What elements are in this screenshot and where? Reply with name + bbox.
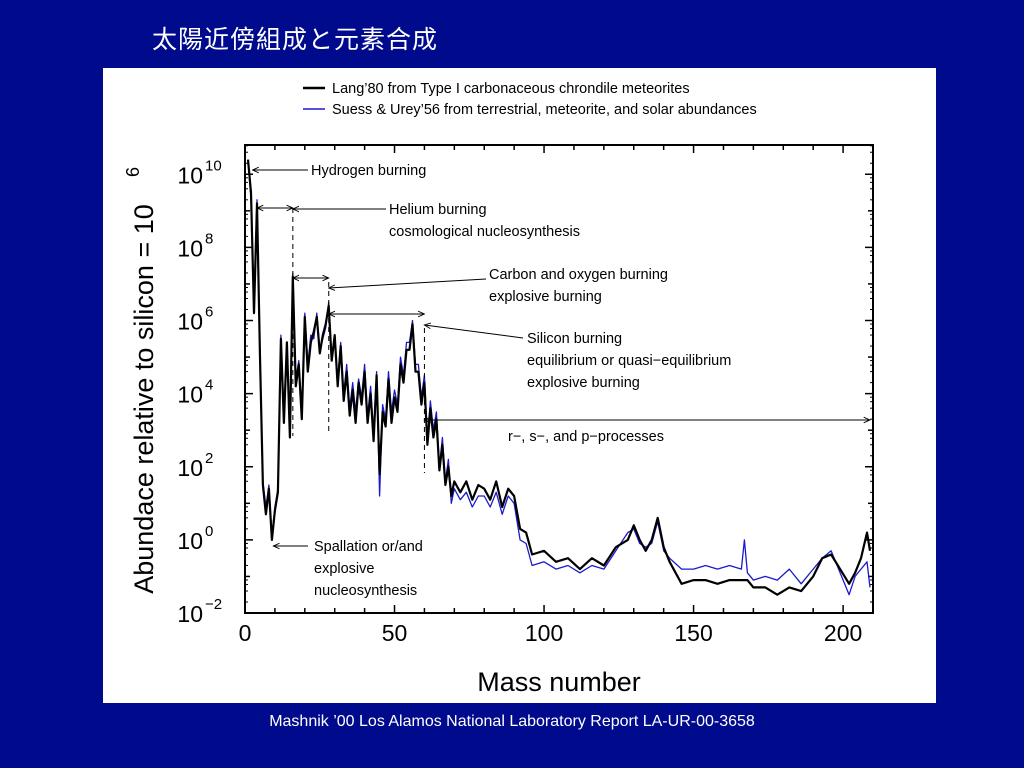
x-axis-label: Mass number xyxy=(477,667,641,697)
annotation-text: nucleosynthesis xyxy=(314,583,417,599)
carbon-pointer-arrow xyxy=(329,278,487,288)
plot-frame xyxy=(244,144,874,614)
x-tick-label: 200 xyxy=(824,620,862,646)
x-tick-label: 150 xyxy=(674,620,712,646)
y-tick-label-exponent: 6 xyxy=(205,304,213,321)
y-tick-label: 10 xyxy=(177,235,203,261)
annotation-text: Carbon and oxygen burning xyxy=(489,267,668,283)
annotation-text: explosive burning xyxy=(489,289,602,305)
citation: Mashnik ’00 Los Alamos National Laborato… xyxy=(269,713,755,730)
y-tick-label-exponent: 2 xyxy=(205,450,213,467)
chart-figure: Lang’80 from Type I carbonaceous chrondi… xyxy=(103,68,936,703)
annotation-text: Spallation or/and xyxy=(314,539,423,555)
x-tick-label: 50 xyxy=(382,620,408,646)
y-tick-label-exponent: 8 xyxy=(205,230,213,247)
legend: Lang’80 from Type I carbonaceous chrondi… xyxy=(303,81,757,118)
annotation-text: Hydrogen burning xyxy=(311,163,426,179)
y-tick-label: 10 xyxy=(177,455,203,481)
y-tick-label-exponent: −2 xyxy=(205,596,222,613)
y-tick-label: 10 xyxy=(177,309,203,335)
annotation-text: cosmological nucleosynthesis xyxy=(389,224,580,240)
y-axis-label-exponent: 6 xyxy=(123,167,143,177)
annotation-text: equilibrium or quasi−equilibrium xyxy=(527,353,731,369)
y-tick-label-exponent: 10 xyxy=(205,157,222,174)
annotation-text: Silicon burning xyxy=(527,331,622,347)
y-tick-label: 10 xyxy=(177,382,203,408)
y-axis-label-group: Abundace relative to silicon = 10 6 xyxy=(123,167,159,594)
y-tick-label-exponent: 4 xyxy=(205,377,213,394)
legend-entry: Lang’80 from Type I carbonaceous chrondi… xyxy=(332,81,690,97)
y-tick-label-exponent: 0 xyxy=(205,523,213,540)
y-tick-label: 10 xyxy=(177,162,203,188)
slide-title: 太陽近傍組成と元素合成 xyxy=(152,25,439,54)
annotation-text: explosive burning xyxy=(527,375,640,391)
x-tick-label: 100 xyxy=(525,620,563,646)
annotation-text: r−, s−, and p−processes xyxy=(508,429,664,445)
y-tick-label: 10 xyxy=(177,601,203,627)
legend-entry: Suess & Urey’56 from terrestrial, meteor… xyxy=(332,102,757,118)
annotation-text: explosive xyxy=(314,561,374,577)
silicon-pointer-arrow xyxy=(424,325,524,339)
annotation-text: Helium burning xyxy=(389,202,487,218)
y-tick-label: 10 xyxy=(177,528,203,554)
x-tick-label: 0 xyxy=(239,620,252,646)
y-axis-label: Abundace relative to silicon = 10 xyxy=(129,204,159,594)
abundance-chart: Lang’80 from Type I carbonaceous chrondi… xyxy=(123,81,874,697)
